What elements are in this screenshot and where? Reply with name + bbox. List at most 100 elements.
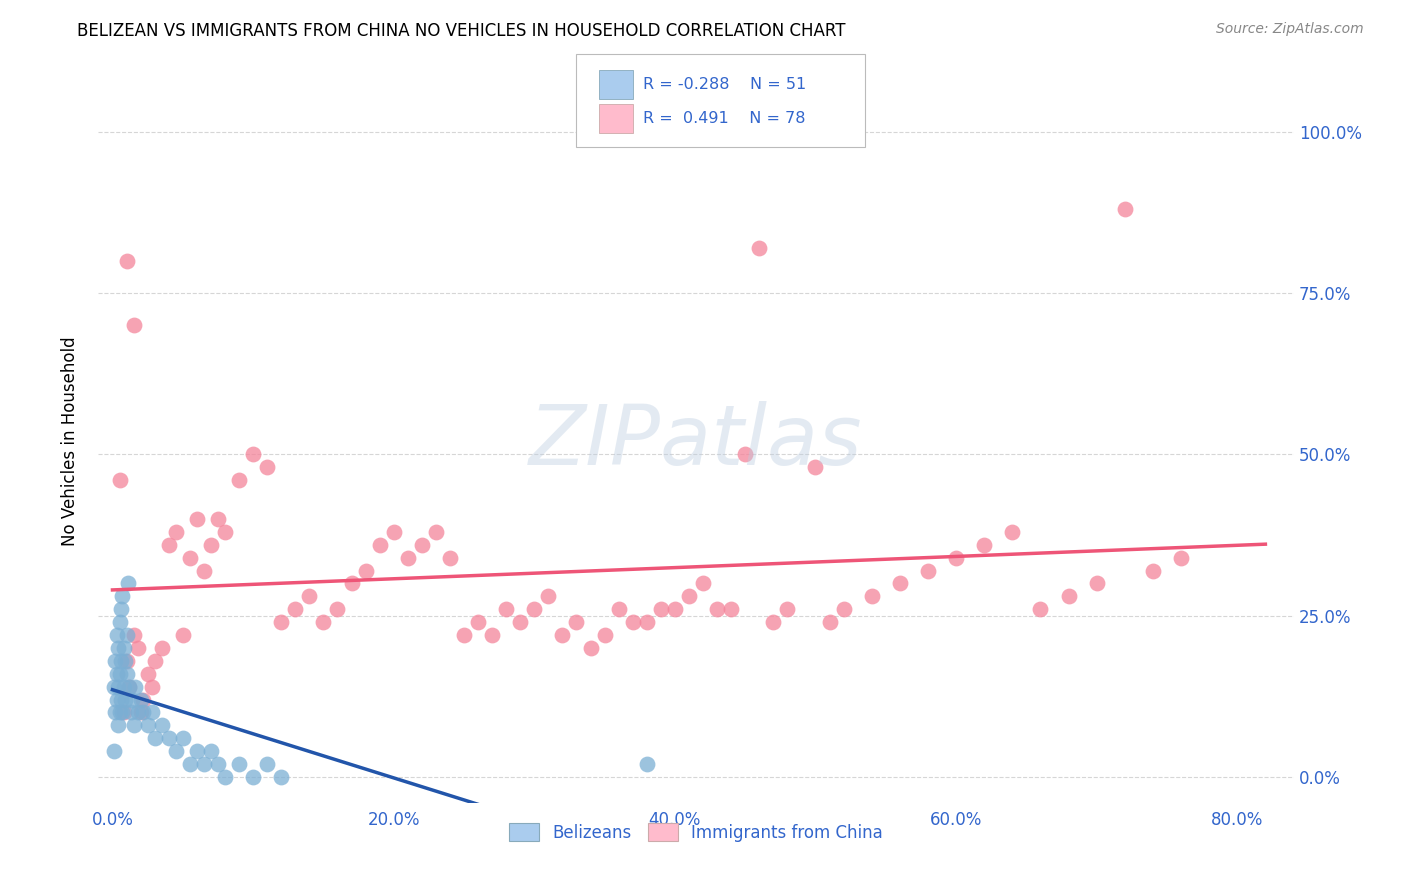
- Point: [1114, 202, 1136, 217]
- Point: [127, 640, 149, 655]
- Point: [127, 706, 149, 720]
- Point: [150, 718, 173, 732]
- Point: [117, 576, 139, 591]
- Text: R = -0.288    N = 51: R = -0.288 N = 51: [643, 78, 806, 92]
- Point: [200, 538, 222, 552]
- Point: [114, 654, 136, 668]
- Point: [114, 692, 136, 706]
- Point: [720, 602, 742, 616]
- Point: [124, 680, 146, 694]
- Point: [509, 615, 531, 630]
- Point: [973, 538, 995, 552]
- Point: [523, 602, 546, 616]
- Point: [228, 473, 250, 487]
- Point: [579, 640, 602, 655]
- Point: [172, 628, 194, 642]
- Text: R =  0.491    N = 78: R = 0.491 N = 78: [643, 112, 806, 126]
- Point: [495, 602, 517, 616]
- Point: [228, 757, 250, 772]
- Point: [120, 706, 142, 720]
- Point: [193, 757, 215, 772]
- Point: [1001, 524, 1024, 539]
- Point: [132, 692, 155, 706]
- Point: [122, 628, 145, 642]
- Point: [103, 680, 125, 694]
- Point: [103, 744, 125, 758]
- Point: [115, 254, 138, 268]
- Point: [111, 706, 134, 720]
- Point: [107, 718, 129, 732]
- Point: [748, 241, 770, 255]
- Point: [439, 550, 461, 565]
- Point: [776, 602, 799, 616]
- Point: [165, 744, 187, 758]
- Point: [467, 615, 489, 630]
- Point: [762, 615, 785, 630]
- Point: [200, 744, 222, 758]
- Point: [107, 640, 129, 655]
- Point: [136, 718, 159, 732]
- Point: [1170, 550, 1192, 565]
- Point: [832, 602, 855, 616]
- Point: [593, 628, 616, 642]
- Point: [118, 680, 141, 694]
- Point: [121, 692, 143, 706]
- Point: [115, 654, 138, 668]
- Point: [105, 666, 128, 681]
- Point: [104, 654, 127, 668]
- Point: [706, 602, 728, 616]
- Point: [636, 615, 658, 630]
- Point: [860, 590, 883, 604]
- Point: [112, 680, 135, 694]
- Legend: Belizeans, Immigrants from China: Belizeans, Immigrants from China: [502, 817, 890, 848]
- Point: [636, 757, 658, 772]
- Point: [481, 628, 503, 642]
- Point: [157, 731, 180, 746]
- Point: [112, 706, 135, 720]
- Point: [108, 473, 131, 487]
- Point: [150, 640, 173, 655]
- Point: [312, 615, 335, 630]
- Point: [186, 744, 208, 758]
- Point: [621, 615, 644, 630]
- Point: [242, 770, 264, 784]
- Point: [284, 602, 307, 616]
- Point: [108, 666, 131, 681]
- Text: Source: ZipAtlas.com: Source: ZipAtlas.com: [1216, 22, 1364, 37]
- Point: [157, 538, 180, 552]
- Point: [425, 524, 447, 539]
- Point: [368, 538, 391, 552]
- Text: BELIZEAN VS IMMIGRANTS FROM CHINA NO VEHICLES IN HOUSEHOLD CORRELATION CHART: BELIZEAN VS IMMIGRANTS FROM CHINA NO VEH…: [77, 22, 846, 40]
- Point: [122, 718, 145, 732]
- Point: [136, 666, 159, 681]
- Point: [115, 628, 138, 642]
- Point: [650, 602, 672, 616]
- Point: [165, 524, 187, 539]
- Point: [110, 602, 132, 616]
- Point: [214, 524, 236, 539]
- Point: [678, 590, 700, 604]
- Point: [804, 460, 827, 475]
- Point: [1029, 602, 1052, 616]
- Point: [889, 576, 911, 591]
- Point: [129, 692, 152, 706]
- Point: [122, 318, 145, 333]
- Point: [1142, 564, 1164, 578]
- Point: [115, 666, 138, 681]
- Point: [104, 706, 127, 720]
- Point: [818, 615, 841, 630]
- Point: [193, 564, 215, 578]
- Point: [551, 628, 574, 642]
- Point: [108, 706, 131, 720]
- Point: [607, 602, 630, 616]
- Point: [129, 706, 152, 720]
- Point: [107, 680, 129, 694]
- Point: [565, 615, 588, 630]
- Point: [110, 654, 132, 668]
- Point: [214, 770, 236, 784]
- Point: [242, 447, 264, 461]
- Point: [141, 706, 163, 720]
- Point: [692, 576, 714, 591]
- Point: [143, 731, 166, 746]
- Point: [340, 576, 363, 591]
